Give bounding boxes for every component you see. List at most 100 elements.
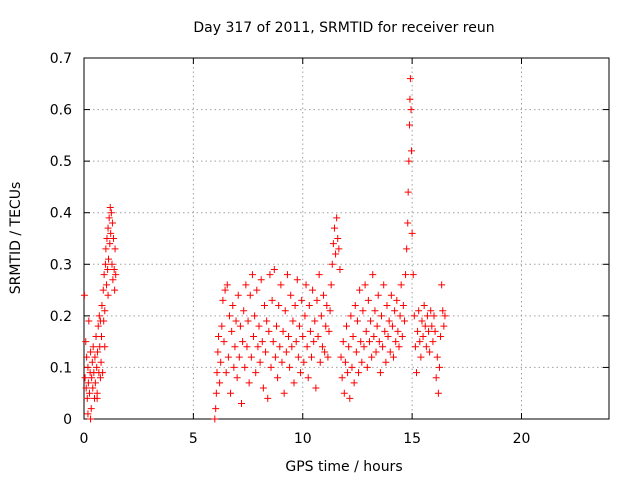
data-point	[241, 363, 249, 371]
data-point	[80, 291, 88, 299]
data-point	[238, 400, 245, 408]
data-point	[356, 286, 364, 294]
data-point	[357, 338, 365, 346]
data-point	[309, 286, 317, 294]
data-point	[83, 353, 91, 361]
data-point	[246, 291, 254, 299]
data-point	[360, 343, 368, 351]
data-point	[334, 235, 342, 242]
data-point	[359, 307, 367, 315]
data-point	[255, 322, 263, 330]
data-point	[429, 338, 437, 346]
data-point	[428, 322, 436, 330]
data-point	[217, 358, 225, 366]
data-point	[105, 214, 113, 222]
data-point	[393, 296, 401, 304]
data-point	[274, 374, 282, 382]
data-point	[407, 147, 415, 155]
data-point	[321, 348, 329, 356]
data-point	[264, 394, 272, 402]
data-point	[267, 363, 275, 371]
data-point	[432, 374, 440, 382]
data-point	[93, 363, 101, 371]
y-tick-label: 0.3	[50, 257, 72, 273]
data-point	[298, 296, 306, 304]
data-point	[303, 343, 311, 351]
data-point	[84, 410, 92, 418]
data-point	[406, 95, 414, 103]
data-point	[270, 265, 278, 273]
data-point	[374, 291, 382, 299]
data-point	[93, 394, 101, 402]
y-tick-label: 0.1	[50, 360, 72, 376]
data-point	[100, 271, 108, 279]
data-point	[392, 338, 400, 346]
data-point	[222, 369, 230, 377]
data-point	[257, 276, 265, 284]
data-point	[408, 229, 416, 237]
chart-title: Day 317 of 2011, SRMTID for receiver reu…	[193, 20, 494, 36]
data-point	[336, 265, 344, 273]
data-point	[315, 271, 323, 279]
data-point	[273, 322, 280, 330]
data-point	[94, 348, 102, 356]
data-point	[440, 322, 448, 330]
data-point	[310, 338, 318, 346]
data-point	[439, 307, 447, 315]
data-point	[287, 291, 295, 299]
data-point	[290, 379, 298, 387]
data-point	[367, 317, 375, 325]
data-point	[362, 327, 370, 335]
data-point	[100, 317, 108, 325]
data-point	[345, 343, 353, 351]
data-point	[433, 353, 441, 361]
x-tick-label: 10	[294, 431, 312, 447]
data-point	[420, 302, 428, 310]
data-point	[299, 332, 307, 340]
data-point	[396, 312, 404, 320]
data-point	[400, 317, 408, 325]
data-point	[301, 312, 309, 320]
data-points	[80, 75, 449, 423]
data-point	[98, 302, 106, 310]
data-point	[82, 384, 90, 392]
data-point	[82, 338, 90, 346]
data-point	[97, 358, 105, 366]
data-point	[304, 374, 312, 382]
data-point	[214, 348, 222, 356]
data-point	[344, 369, 352, 377]
data-point	[280, 389, 288, 397]
data-point	[224, 353, 232, 361]
data-point	[388, 322, 396, 330]
data-point	[398, 332, 406, 340]
data-point	[236, 322, 244, 330]
data-point	[430, 312, 438, 320]
data-point	[102, 245, 110, 253]
data-point	[411, 343, 419, 351]
data-point	[381, 327, 389, 335]
data-point	[349, 332, 357, 340]
data-point	[419, 332, 427, 340]
data-point	[302, 281, 310, 289]
data-point	[256, 358, 264, 366]
data-point	[379, 343, 387, 351]
data-point	[340, 389, 348, 397]
data-point	[278, 358, 286, 366]
data-point	[286, 363, 294, 371]
data-point	[109, 276, 117, 284]
data-point	[223, 281, 231, 289]
data-point	[111, 245, 119, 253]
data-point	[341, 358, 349, 366]
data-point	[276, 343, 284, 351]
data-point	[415, 307, 423, 315]
data-point	[325, 327, 333, 335]
data-point	[372, 348, 380, 356]
grid-lines	[84, 58, 609, 419]
data-point	[265, 327, 273, 335]
data-point	[227, 389, 235, 397]
data-point	[351, 302, 359, 310]
data-point	[406, 121, 413, 129]
x-tick-label: 0	[80, 431, 89, 447]
data-point	[397, 281, 405, 289]
data-point	[112, 271, 120, 279]
